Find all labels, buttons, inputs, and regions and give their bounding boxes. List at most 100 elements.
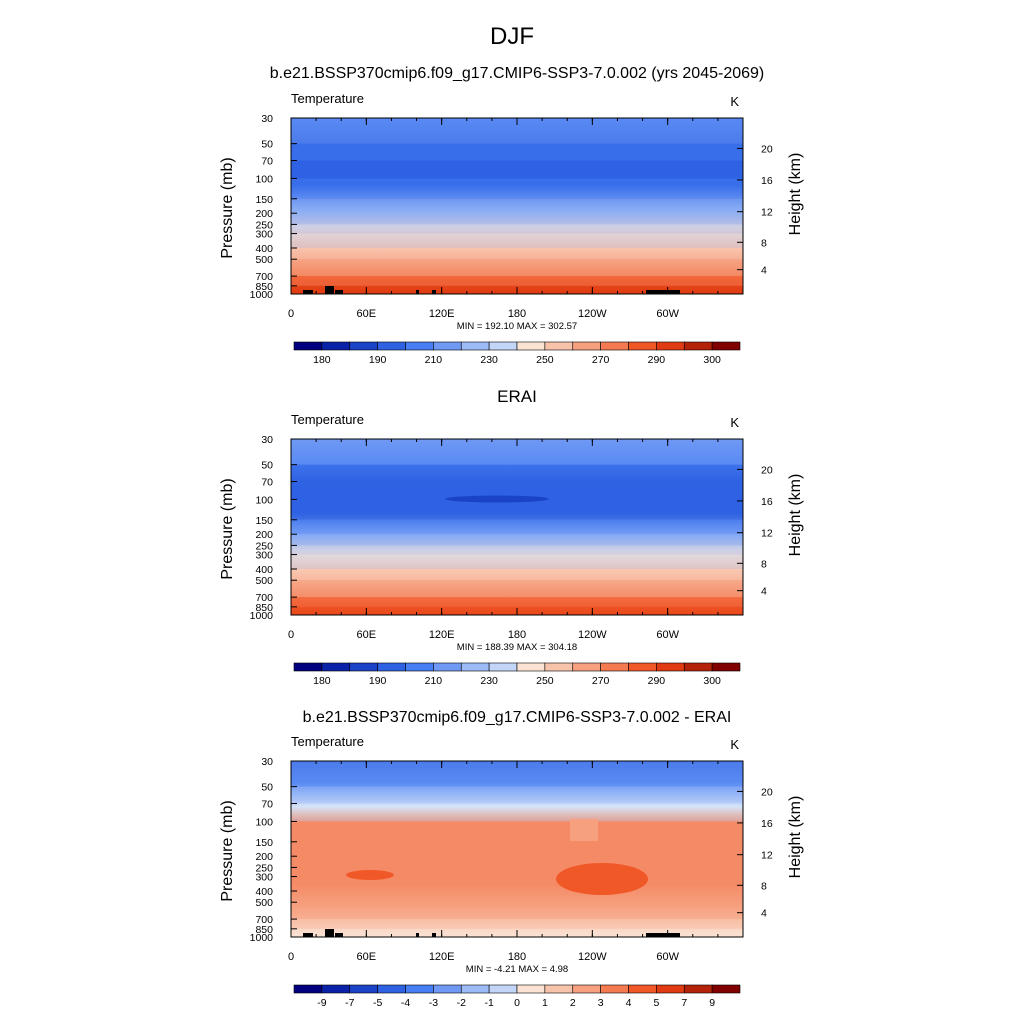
contour-band [291,178,743,199]
longitude-tick-label: 120W [578,308,607,320]
contour-field [291,439,743,615]
pressure-tick-label: 70 [261,477,273,489]
colorbar-box [600,341,629,351]
variable-label: Temperature [291,412,364,427]
colorbar-box [572,662,601,672]
colorbar-box [321,341,351,351]
colorbar-label: -3 [429,997,438,1009]
topography [416,933,419,937]
contour-band [291,213,743,225]
longitude-tick-label: 60E [357,951,377,963]
height-tick-label: 12 [761,528,773,540]
contour-band [291,786,743,804]
pressure-tick-label: 100 [255,173,273,185]
topography [646,933,680,937]
height-tick-label: 4 [761,908,767,920]
height-tick-label: 12 [761,850,773,862]
contour-band [570,819,598,841]
y-axis-label: Pressure (mb) [219,800,236,901]
colorbar-label: 250 [536,354,554,366]
colorbar-box [405,984,434,994]
height-tick-label: 4 [761,265,767,277]
topography [432,933,436,937]
longitude-tick-label: 60W [656,308,679,320]
colorbar-box [321,984,351,994]
pressure-tick-label: 700 [255,271,273,283]
colorbar-box [683,341,713,351]
panel-title: b.e21.BSSP370cmip6.f09_g17.CMIP6-SSP3-7.… [270,65,765,82]
page-title: DJF [490,23,534,50]
pressure-tick-label: 30 [261,113,273,125]
contour-band [291,580,743,598]
pressure-tick-label: 150 [255,194,273,206]
height-tick-label: 8 [761,880,767,892]
units-label: K [730,94,739,109]
colorbar-label: 5 [653,997,659,1009]
contour-band [291,464,743,482]
contour-band [291,198,743,214]
contour-band [291,259,743,277]
colorbar-box [711,662,741,672]
colorbar-label: 210 [425,354,443,366]
pressure-tick-label: 70 [261,156,273,168]
pressure-tick-label: 500 [255,254,273,266]
colorbar-label: -1 [484,997,493,1009]
colorbar-box [516,984,546,994]
colorbar-label: -7 [345,997,354,1009]
pressure-tick-label: 300 [255,550,273,562]
contour-band [291,902,743,920]
colorbar-box [683,662,713,672]
colorbar-label: 250 [536,675,554,687]
colorbar-label: 290 [648,354,666,366]
colorbar-label: 180 [313,675,331,687]
colorbar-box [377,341,406,351]
panel-1: b.e21.BSSP370cmip6.f09_g17.CMIP6-SSP3-7.… [219,65,804,366]
pressure-tick-label: 30 [261,756,273,768]
pressure-tick-label: 50 [261,782,273,794]
topography [432,290,436,294]
pressure-tick-label: 500 [255,897,273,909]
min-max-label: MIN = 188.39 MAX = 304.18 [457,642,577,653]
longitude-tick-label: 180 [508,629,526,641]
longitude-tick-label: 180 [508,308,526,320]
longitude-tick-label: 120E [429,308,455,320]
colorbar-box [460,662,490,672]
contour-band [291,248,743,260]
pressure-tick-label: 1000 [250,932,274,944]
pressure-tick-label: 300 [255,229,273,241]
colorbar-box [405,662,434,672]
pressure-tick-label: 400 [255,886,273,898]
pressure-tick-label: 100 [255,816,273,828]
pressure-tick-label: 400 [255,243,273,255]
colorbar-box [488,984,518,994]
pressure-tick-label: 70 [261,799,273,811]
longitude-tick-label: 0 [288,629,294,641]
colorbar-label: 230 [480,354,498,366]
y-axis-label: Pressure (mb) [219,157,236,258]
pressure-tick-label: 200 [255,529,273,541]
pressure-tick-label: 150 [255,515,273,527]
colorbar-box [544,662,574,672]
contour-band [291,891,743,903]
pressure-tick-label: 700 [255,914,273,926]
colorbar-label: 210 [425,675,443,687]
colorbar-label: 4 [626,997,632,1009]
colorbar-box [544,984,574,994]
min-max-label: MIN = 192.10 MAX = 302.57 [457,321,577,332]
contour-band [291,534,743,546]
colorbar-box [656,984,685,994]
colorbar-box [349,662,378,672]
colorbar-box [433,984,462,994]
contour-field [291,118,743,294]
colorbar-label: -9 [317,997,326,1009]
pressure-tick-label: 850 [255,602,273,614]
panels: b.e21.BSSP370cmip6.f09_g17.CMIP6-SSP3-7.… [219,65,804,1009]
colorbar-box [656,662,685,672]
y2-axis-label: Height (km) [787,153,804,236]
pressure-tick-label: 250 [255,219,273,231]
topography [325,929,334,937]
contour-band [291,143,743,161]
pressure-tick-label: 200 [255,851,273,863]
